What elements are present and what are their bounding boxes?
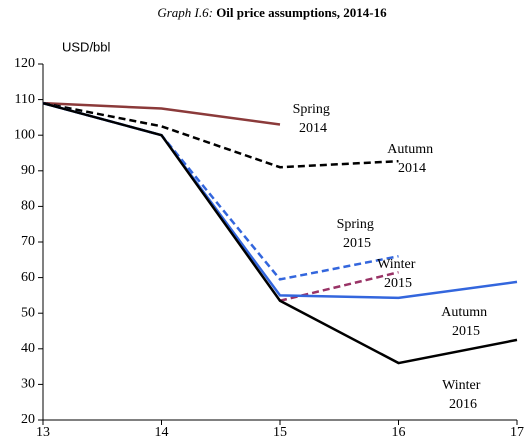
series-label: Winter 2016 xyxy=(442,378,484,412)
y-tick-label: 70 xyxy=(21,234,35,249)
series-line xyxy=(42,101,518,300)
x-tick-label: 14 xyxy=(155,425,169,440)
y-tick-label: 20 xyxy=(21,412,35,427)
x-tick-label: 13 xyxy=(36,425,50,440)
series-line xyxy=(42,101,399,169)
y-tick-label: 90 xyxy=(21,163,35,178)
series-line xyxy=(42,101,399,281)
series-line xyxy=(42,101,281,126)
y-tick-label: 30 xyxy=(21,377,35,392)
title-label: Graph I.6: xyxy=(157,5,213,20)
chart-title-wrap: Graph I.6: Oil price assumptions, 2014-1… xyxy=(157,5,387,20)
y-tick-label: 60 xyxy=(21,270,35,285)
x-tick-label: 17 xyxy=(510,425,524,440)
y-tick-label: 110 xyxy=(15,92,35,107)
series-line xyxy=(279,271,399,302)
series-label: Autumn 2014 xyxy=(387,142,436,176)
series-label: Spring 2014 xyxy=(293,102,334,136)
y-tick-label: 80 xyxy=(21,199,35,214)
y-tick-label: 50 xyxy=(21,305,35,320)
series-label: Winter 2015 xyxy=(377,257,419,291)
y-tick-label: 40 xyxy=(21,341,35,356)
x-tick-label: 16 xyxy=(392,425,406,440)
series-label: Autumn 2015 xyxy=(441,305,490,339)
series-label: Spring 2015 xyxy=(337,217,378,251)
y-axis-label: USD/bbl xyxy=(62,39,111,54)
x-tick-label: 15 xyxy=(273,425,287,440)
chart-title: Oil price assumptions, 2014-16 xyxy=(216,5,387,20)
y-tick-label: 120 xyxy=(14,56,35,71)
y-tick-label: 100 xyxy=(14,127,35,142)
series-line xyxy=(42,101,518,365)
